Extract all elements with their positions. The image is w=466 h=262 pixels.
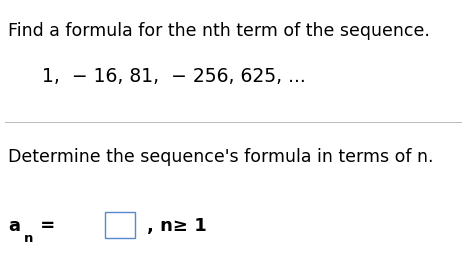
Text: n: n bbox=[24, 232, 34, 245]
Text: 1,  − 16, 81,  − 256, 625, ...: 1, − 16, 81, − 256, 625, ... bbox=[42, 67, 306, 86]
Text: Determine the sequence's formula in terms of n.: Determine the sequence's formula in term… bbox=[8, 148, 434, 166]
Text: a: a bbox=[8, 217, 21, 236]
Text: =: = bbox=[34, 217, 61, 236]
Text: , n≥ 1: , n≥ 1 bbox=[147, 217, 206, 236]
FancyBboxPatch shape bbox=[105, 212, 135, 238]
Text: Find a formula for the nth term of the sequence.: Find a formula for the nth term of the s… bbox=[8, 22, 430, 40]
